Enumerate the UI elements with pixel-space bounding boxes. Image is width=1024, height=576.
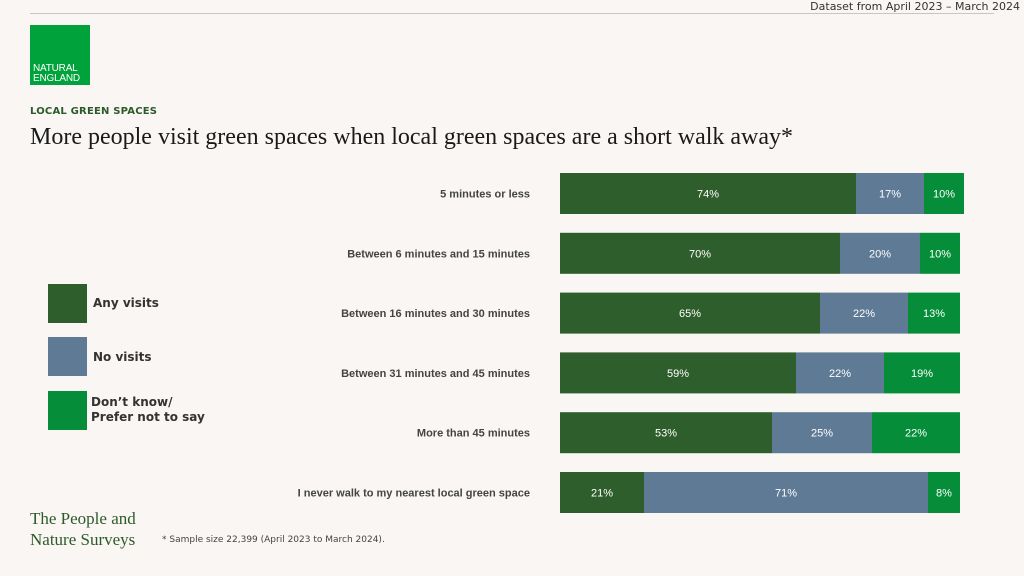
bar-segment-series-1 [560,173,856,214]
category-label: Between 6 minutes and 15 minutes [347,248,530,260]
logo-line-1: NATURAL [33,63,78,74]
bar-value-label: 19% [911,368,933,380]
bar-value-label: 21% [591,488,613,500]
bar-value-label: 10% [929,248,951,260]
bar-value-label: 74% [697,189,719,201]
legend-label-dont-know: Don’t know/ Prefer not to say [91,395,205,424]
bar-segment-series-1 [560,292,820,334]
section-label: LOCAL GREEN SPACES [30,106,158,117]
bar-value-label: 22% [829,368,851,380]
bar-segment-series-3 [872,412,960,454]
top-divider [30,13,994,14]
bar-segment-series-1 [560,232,840,274]
category-label: 5 minutes or less [440,189,530,201]
bar-segment-series-2 [840,232,920,274]
bar-value-label: 17% [879,189,901,201]
bar-segment-series-2 [772,412,872,454]
natural-england-logo: NATURAL ENGLAND [30,25,90,85]
bar-value-label: 13% [923,308,945,320]
brand-line-1: The People and [30,509,136,528]
category-label: Between 31 minutes and 45 minutes [341,368,530,380]
sample-size-footnote: * Sample size 22,399 (April 2023 to Marc… [162,535,385,545]
bar-segment-series-1 [560,472,644,513]
bar-segment-series-3 [908,292,960,334]
logo-line-2: ENGLAND [33,73,80,84]
bar-segment-series-2 [644,472,928,513]
bar-segment-series-1 [560,352,796,394]
bar-value-label: 70% [689,248,711,260]
bar-segment-series-3 [884,352,960,394]
bar-segment-series-2 [820,292,908,334]
legend-swatch-no-visits [48,337,87,376]
legend-label-no-visits: No visits [93,350,152,364]
brand-line-2: Nature Surveys [30,530,136,549]
legend-swatch-any-visits [48,284,87,323]
category-label: I never walk to my nearest local green s… [298,488,530,500]
bar-value-label: 71% [775,488,797,500]
bar-segment-series-2 [856,173,924,214]
bar-segment-series-3 [920,232,960,274]
legend-swatch-dont-know [48,391,87,430]
bar-value-label: 8% [936,488,952,500]
bar-value-label: 22% [853,308,875,320]
bar-segment-series-2 [796,352,884,394]
bar-value-label: 59% [667,368,689,380]
stacked-bar-chart: 5 minutes or less 74% 17% 10% Between 6 minu… [298,173,964,513]
page-title: More people visit green spaces when loca… [30,124,794,150]
legend-label-any-visits: Any visits [93,296,159,310]
bar-value-label: 20% [869,248,891,260]
category-label: More than 45 minutes [417,428,530,440]
bar-segment-series-3 [928,472,960,513]
bar-segment-series-3 [924,173,964,214]
bar-segment-series-1 [560,412,772,454]
bar-value-label: 22% [905,428,927,440]
bar-value-label: 53% [655,428,677,440]
bar-value-label: 10% [933,189,955,201]
bar-value-label: 65% [679,308,701,320]
bar-value-label: 25% [811,428,833,440]
category-label: Between 16 minutes and 30 minutes [341,308,530,320]
people-and-nature-surveys-brand: The People and Nature Surveys [30,508,136,550]
dataset-period-note: Dataset from April 2023 – March 2024 [810,0,1020,13]
